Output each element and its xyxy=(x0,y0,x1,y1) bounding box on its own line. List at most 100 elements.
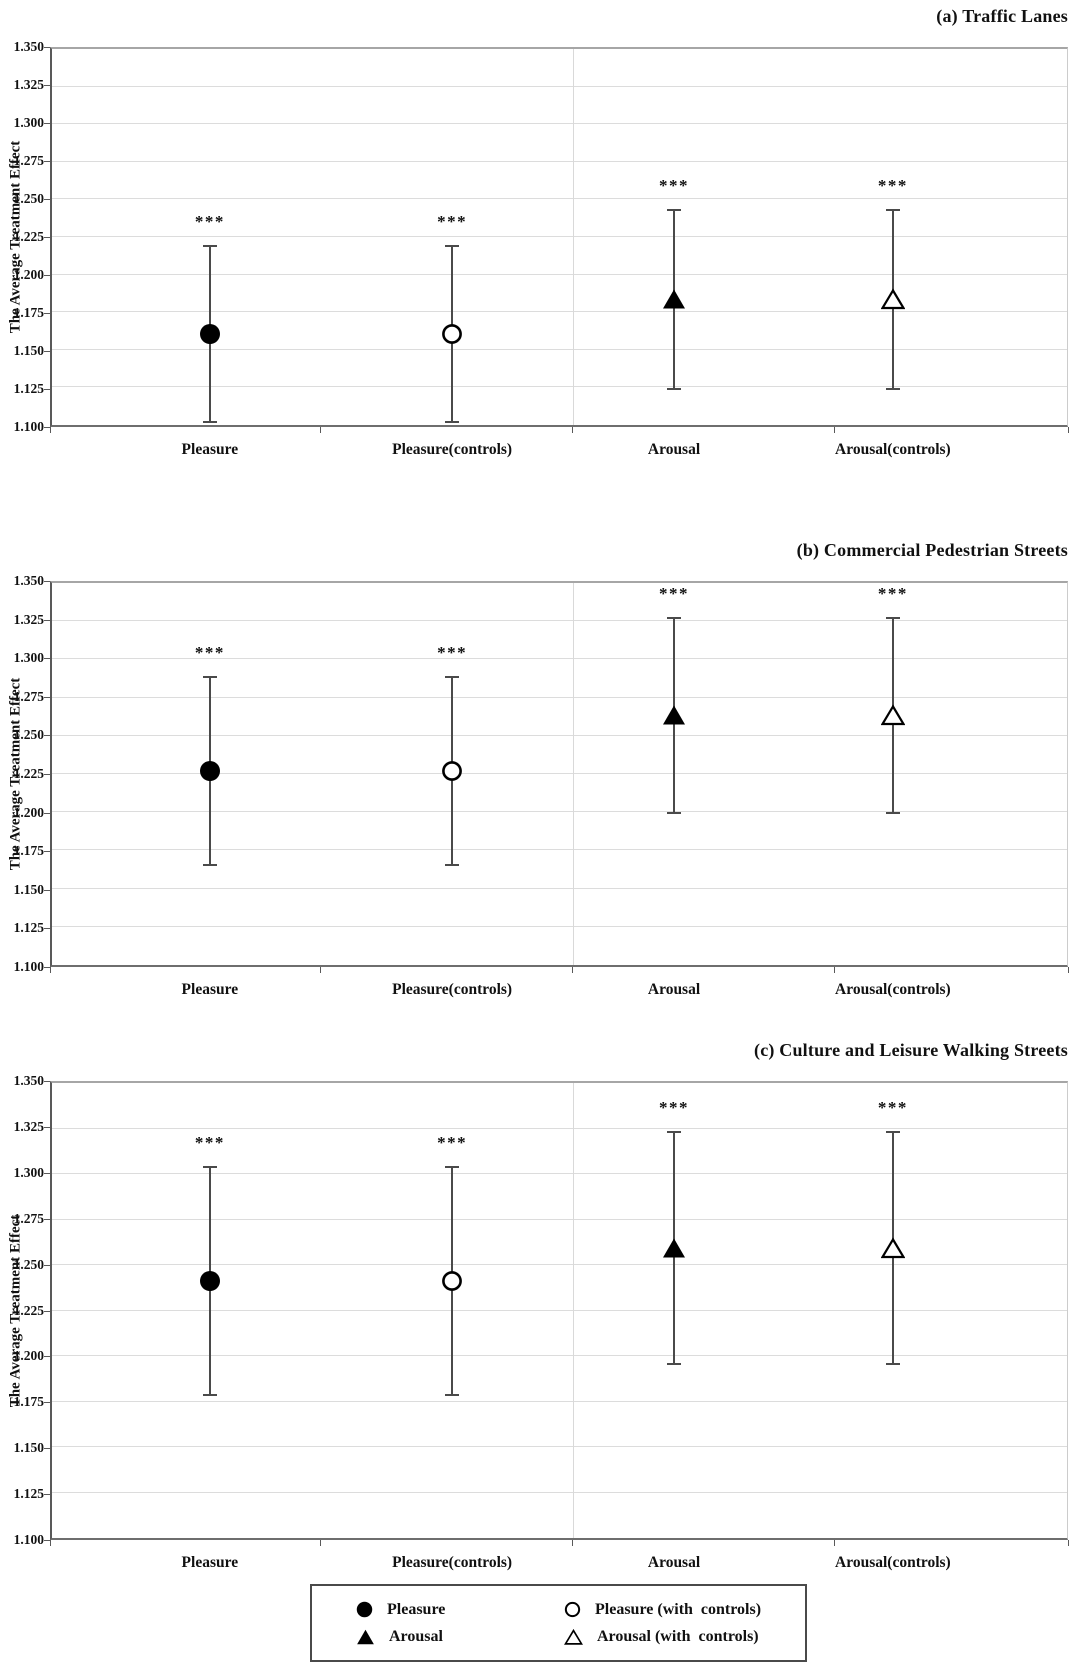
group-divider-line xyxy=(572,583,574,965)
error-bar-cap-bottom xyxy=(445,1393,460,1396)
gridline xyxy=(52,311,1067,313)
gridline xyxy=(52,236,1067,237)
x-category-label: Pleasure(controls) xyxy=(392,1554,513,1571)
error-bar-cap-top xyxy=(667,1131,682,1134)
gridline xyxy=(52,849,1067,851)
y-tick-mark xyxy=(44,237,50,238)
significance-stars: *** xyxy=(877,1098,908,1118)
data-point-marker-triangle-filled xyxy=(662,1238,686,1259)
x-tick-mark xyxy=(833,967,835,973)
x-tick-mark xyxy=(833,1540,835,1546)
y-tick-mark xyxy=(44,199,50,200)
y-tick-label: 1.350 xyxy=(13,1073,44,1088)
y-tick-label: 1.150 xyxy=(13,881,44,897)
data-point-marker-circle-filled xyxy=(199,1270,221,1292)
error-bar-cap-bottom xyxy=(445,421,460,424)
data-point-marker-circle-filled xyxy=(199,323,221,345)
error-bar-cap-bottom xyxy=(667,1362,682,1365)
data-point-marker-triangle-open xyxy=(880,1237,906,1259)
y-tick-mark xyxy=(44,1172,50,1174)
error-bar-cap-bottom xyxy=(445,864,460,867)
significance-stars: *** xyxy=(659,175,690,195)
data-point-marker-circle-open xyxy=(441,1270,463,1292)
y-tick-mark xyxy=(44,658,50,660)
gridline xyxy=(52,123,1067,125)
legend-label: Arousal (with controls) xyxy=(597,1627,759,1645)
gridline xyxy=(52,811,1067,813)
error-bar-cap-top xyxy=(445,245,460,248)
legend-label: Pleasure (with controls) xyxy=(595,1600,762,1618)
group-divider-line xyxy=(572,49,574,425)
legend: Pleasure Pleasure (with controls) Arousal A… xyxy=(310,1584,807,1662)
plot-area xyxy=(50,581,1068,967)
y-tick-mark xyxy=(44,275,50,276)
y-tick-mark xyxy=(44,735,50,737)
x-tick-mark xyxy=(50,427,51,433)
x-tick-mark xyxy=(50,1540,51,1546)
legend-item: Arousal xyxy=(356,1628,564,1646)
y-tick-mark xyxy=(44,619,50,621)
y-tick-mark xyxy=(44,928,50,930)
x-tick-mark xyxy=(50,967,51,973)
significance-stars: *** xyxy=(659,584,690,604)
x-category-label: Pleasure(controls) xyxy=(392,981,513,998)
x-category-label: Arousal xyxy=(647,981,701,998)
legend-marker-circle-open xyxy=(564,1601,581,1618)
y-tick-label: 1.175 xyxy=(13,843,44,859)
x-category-label: Pleasure(controls) xyxy=(392,441,513,458)
y-tick-label: 1.200 xyxy=(13,1348,44,1364)
data-point-marker-triangle-open xyxy=(880,704,906,726)
x-tick-mark xyxy=(833,427,835,433)
significance-stars: *** xyxy=(877,175,908,195)
data-point-marker-circle-filled xyxy=(199,760,221,782)
data-point-marker-circle-open xyxy=(441,323,463,345)
x-tick-mark xyxy=(319,427,321,433)
y-tick-label: 1.100 xyxy=(13,959,44,974)
gridline xyxy=(52,348,1067,350)
x-category-label: Arousal(controls) xyxy=(835,441,951,458)
y-tick-label: 1.300 xyxy=(13,1164,44,1180)
significance-stars: *** xyxy=(659,1098,690,1118)
error-bar-cap-top xyxy=(202,1166,217,1169)
x-tick-mark xyxy=(572,967,574,973)
error-bar-cap-top xyxy=(202,675,217,678)
x-tick-mark xyxy=(1068,967,1069,973)
gridline xyxy=(52,1218,1067,1220)
x-tick-mark xyxy=(1068,427,1069,433)
significance-stars: *** xyxy=(437,642,468,662)
y-tick-label: 1.300 xyxy=(13,650,44,666)
y-tick-mark xyxy=(44,161,50,162)
error-bar-cap-bottom xyxy=(202,1393,217,1396)
y-tick-mark xyxy=(44,1356,50,1358)
y-tick-mark xyxy=(44,313,50,314)
y-tick-mark xyxy=(44,85,50,86)
x-category-label: Pleasure xyxy=(181,981,239,998)
x-tick-mark xyxy=(319,1540,321,1546)
group-divider-line xyxy=(572,1083,574,1538)
legend-marker-triangle-filled xyxy=(356,1629,375,1645)
data-point-marker-circle-open xyxy=(441,760,463,782)
gridline xyxy=(52,1446,1067,1447)
y-tick-label: 1.250 xyxy=(13,727,44,743)
y-tick-mark xyxy=(44,1402,50,1404)
gridline xyxy=(52,1264,1067,1265)
error-bar-cap-bottom xyxy=(667,811,682,814)
y-tick-label: 1.225 xyxy=(13,1302,44,1318)
x-tick-mark xyxy=(572,1540,574,1546)
y-tick-mark xyxy=(44,389,50,390)
y-tick-mark xyxy=(44,123,50,124)
gridline xyxy=(52,696,1067,698)
x-category-label: Arousal(controls) xyxy=(835,981,951,998)
error-bar-cap-bottom xyxy=(202,864,217,867)
x-category-label: Arousal(controls) xyxy=(835,1554,951,1571)
y-tick-label: 1.275 xyxy=(13,1210,44,1226)
gridline xyxy=(52,1173,1067,1174)
gridline xyxy=(52,658,1067,660)
legend-item: Pleasure (with controls) xyxy=(564,1601,805,1619)
y-tick-label: 1.275 xyxy=(13,688,44,704)
y-tick-label: 1.100 xyxy=(13,1532,44,1547)
gridline xyxy=(52,620,1067,622)
y-tick-mark xyxy=(44,812,50,814)
y-tick-label: 1.125 xyxy=(13,920,44,936)
